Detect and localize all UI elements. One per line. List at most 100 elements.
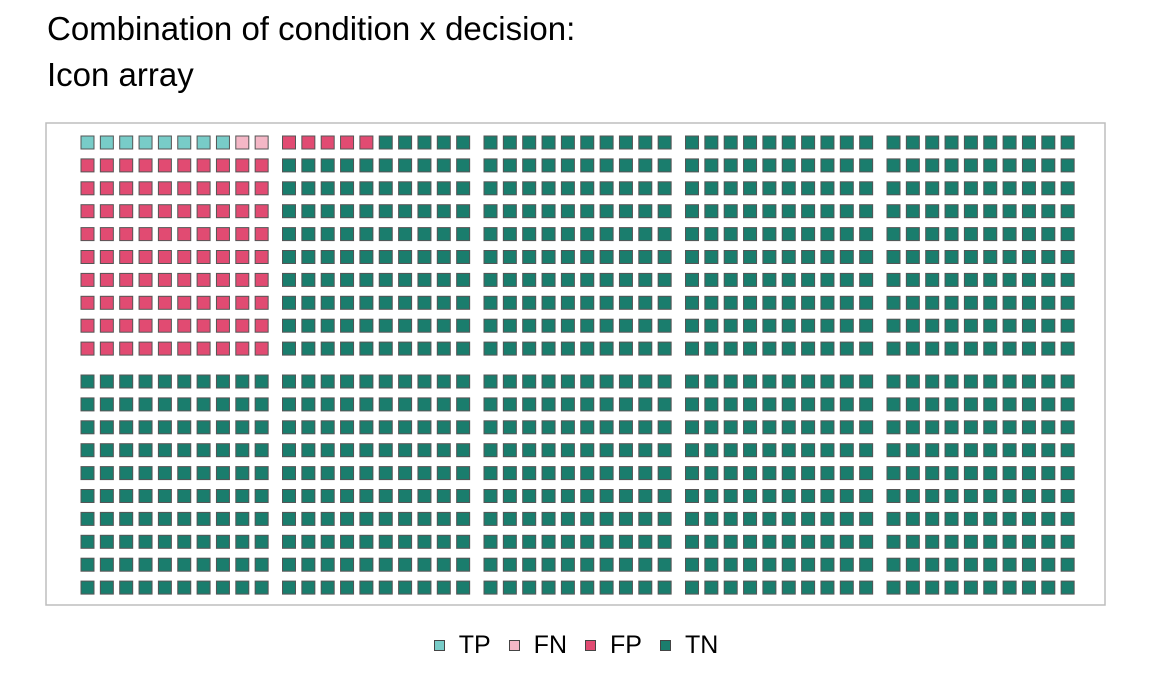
icon-tn: [456, 227, 471, 242]
icon-tn: [723, 135, 738, 150]
icon-tn: [522, 397, 537, 412]
icon-tn: [743, 557, 758, 572]
icon-tn: [886, 489, 901, 503]
icon-tn: [1041, 227, 1056, 242]
icon-tn: [398, 158, 413, 173]
icon-fp: [157, 341, 172, 356]
icon-tn: [599, 204, 614, 219]
icon-tn: [1002, 158, 1017, 173]
icon-tn: [483, 443, 498, 458]
icon-tn: [282, 489, 296, 503]
icon-tn: [657, 534, 672, 549]
icon-tn: [301, 318, 316, 333]
icon-tn: [859, 557, 874, 572]
icon-tn: [781, 181, 796, 196]
icon-tn: [944, 443, 959, 458]
icon-tn: [541, 158, 556, 173]
icon-fp: [254, 295, 269, 310]
icon-tn: [483, 250, 498, 264]
icon-tn: [839, 374, 854, 389]
icon-tn: [723, 204, 738, 219]
icon-tn: [483, 181, 498, 196]
icon-tn: [839, 580, 854, 595]
icon-tn: [839, 489, 854, 503]
icon-tn: [743, 318, 758, 333]
icon-tn: [320, 580, 335, 595]
icon-tn: [215, 397, 230, 412]
icon-fp: [254, 204, 269, 219]
icon-tn: [340, 534, 355, 549]
icon-tn: [820, 489, 835, 503]
icon-tn: [119, 374, 134, 389]
icon-tn: [282, 397, 296, 412]
icon-tn: [436, 135, 451, 150]
icon-tn: [215, 374, 230, 389]
icon-tn: [762, 511, 777, 526]
icon-tn: [436, 443, 451, 458]
icon-tn: [417, 534, 432, 549]
icon-tn: [522, 181, 537, 196]
icon-tn: [638, 318, 653, 333]
icon-tn: [580, 318, 595, 333]
icon-tn: [119, 397, 134, 412]
icon-tn: [483, 557, 498, 572]
icon-tn: [215, 534, 230, 549]
icon-fp: [196, 158, 211, 173]
icon-tn: [859, 341, 874, 356]
icon-tn: [723, 511, 738, 526]
icon-tn: [378, 397, 393, 412]
icon-tn: [905, 250, 920, 264]
icon-fp: [138, 341, 153, 356]
icon-tn: [398, 489, 413, 503]
icon-tn: [743, 489, 758, 503]
icon-tn: [177, 580, 192, 595]
icon-tn: [456, 374, 471, 389]
icon-fp: [80, 272, 95, 287]
icon-tn: [599, 341, 614, 356]
icon-tn: [138, 580, 153, 595]
icon-tn: [599, 466, 614, 481]
icon-tn: [157, 534, 172, 549]
icon-tn: [483, 227, 498, 242]
icon-fp: [254, 250, 269, 264]
icon-tn: [560, 135, 575, 150]
icon-tn: [138, 466, 153, 481]
icon-tn: [963, 580, 978, 595]
icon-tn: [983, 557, 998, 572]
icon-tn: [638, 580, 653, 595]
icon-tn: [80, 420, 95, 435]
icon-tn: [781, 295, 796, 310]
icon-tn: [781, 250, 796, 264]
icon-tn: [80, 397, 95, 412]
icon-fp: [254, 318, 269, 333]
icon-tn: [886, 397, 901, 412]
icon-tn: [685, 511, 699, 526]
icon-tn: [618, 489, 633, 503]
icon-tn: [301, 466, 316, 481]
icon-tn: [886, 135, 901, 150]
icon-tn: [417, 318, 432, 333]
icon-tn: [983, 204, 998, 219]
icon-tn: [196, 489, 211, 503]
icon-tn: [378, 158, 393, 173]
icon-tn: [638, 135, 653, 150]
icon-fp: [215, 272, 230, 287]
icon-fp: [80, 250, 95, 264]
icon-tn: [983, 341, 998, 356]
icon-tn: [723, 374, 738, 389]
icon-tn: [417, 397, 432, 412]
icon-tn: [456, 489, 471, 503]
icon-tn: [1002, 204, 1017, 219]
icon-tn: [177, 374, 192, 389]
icon-tn: [963, 557, 978, 572]
icon-tn: [820, 420, 835, 435]
icon-tn: [541, 250, 556, 264]
icon-tn: [886, 158, 901, 173]
icon-fp: [254, 158, 269, 173]
icon-tn: [963, 374, 978, 389]
icon-tn: [801, 295, 816, 310]
icon-tn: [905, 466, 920, 481]
icon-tn: [378, 534, 393, 549]
icon-tn: [781, 397, 796, 412]
icon-tn: [119, 466, 134, 481]
